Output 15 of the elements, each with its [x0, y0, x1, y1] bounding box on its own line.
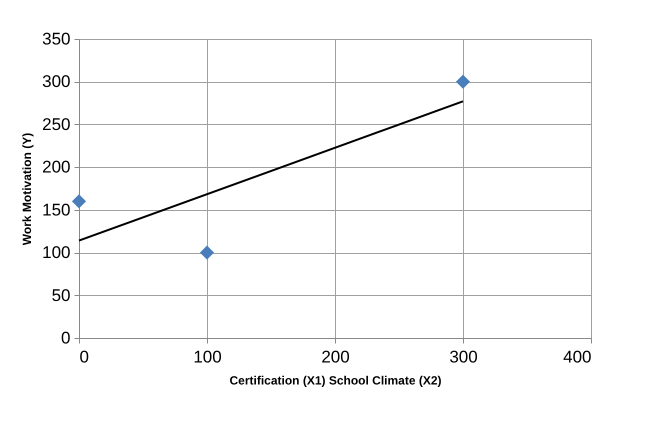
y-tick-label: 50 — [52, 286, 70, 305]
x-tick-label: 300 — [449, 348, 478, 366]
y-tick-label: 150 — [42, 200, 70, 220]
y-tick-label: 200 — [42, 158, 70, 177]
y-axis-title: Work Motivation (Y) — [20, 132, 34, 246]
x-axis-title: Certification (X1) School Climate (X2) — [229, 374, 442, 388]
y-tick-label: 0 — [61, 328, 70, 348]
x-tick-label: 200 — [321, 348, 350, 366]
x-tick-label: 400 — [563, 348, 592, 366]
x-tick-label: 100 — [193, 348, 222, 366]
y-tick-label: 250 — [42, 114, 70, 134]
y-tick-label: 100 — [42, 243, 70, 262]
y-tick-label: 300 — [42, 72, 70, 92]
x-tick-label: 0 — [80, 348, 89, 366]
y-tick-label: 350 — [42, 30, 70, 48]
